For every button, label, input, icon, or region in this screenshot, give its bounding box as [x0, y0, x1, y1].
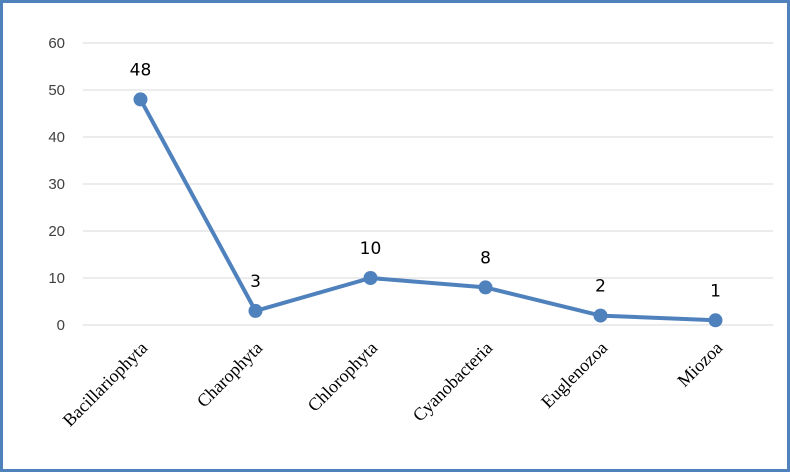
x-category-label: Bacillariophyta [59, 338, 152, 431]
data-label: 10 [360, 239, 382, 259]
y-tick-label: 40 [48, 129, 65, 146]
x-category-label: Miozoa [673, 338, 726, 391]
line-chart: 0 10 20 30 40 50 60 Bacillariophyta Charophyta C… [48, 35, 773, 431]
data-labels: 48 3 10 8 2 1 [130, 60, 721, 301]
y-tick-label: 30 [48, 176, 65, 193]
y-tick-label: 20 [48, 223, 65, 240]
y-axis-tick-labels: 0 10 20 30 40 50 60 [48, 35, 65, 334]
x-axis-category-labels: Bacillariophyta Charophyta Chlorophyta Cyan… [59, 338, 727, 431]
data-label: 3 [250, 272, 261, 292]
data-point-marker [478, 280, 493, 295]
data-label: 2 [595, 277, 606, 297]
y-tick-label: 50 [48, 82, 65, 99]
data-point-marker [133, 92, 148, 107]
gridlines [83, 42, 773, 326]
x-category-label: Euglenozoa [537, 338, 611, 412]
y-tick-label: 0 [57, 317, 65, 334]
data-point-marker [248, 303, 263, 318]
x-category-label: Cyanobacteria [409, 338, 497, 426]
x-category-label: Chlorophyta [304, 338, 382, 416]
data-label: 8 [480, 248, 491, 268]
data-point-marker [363, 271, 378, 285]
data-label: 1 [710, 281, 721, 301]
series-line-group [133, 92, 723, 328]
x-category-label: Charophyta [193, 338, 267, 412]
data-point-marker [593, 308, 608, 323]
series-line [138, 97, 718, 323]
data-point-marker [708, 313, 723, 328]
data-label: 48 [130, 60, 152, 80]
y-tick-label: 60 [48, 35, 65, 52]
y-tick-label: 10 [48, 270, 65, 287]
